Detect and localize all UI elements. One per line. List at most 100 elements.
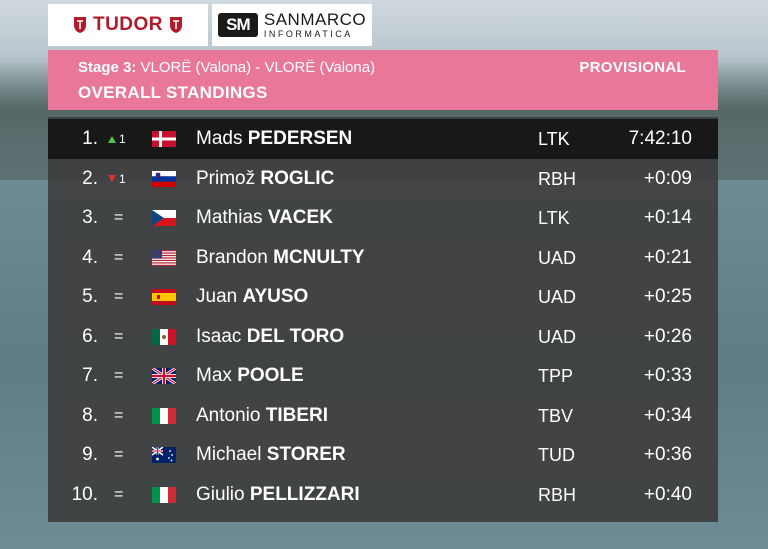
rank: 2. [82,167,98,189]
rider-name: Mathias VACEK [196,198,333,238]
move-count: 1 [119,171,126,186]
uk-flag-icon [152,368,176,384]
rank: 7. [82,365,98,386]
team-code: TPP [538,366,574,386]
table-row: 3. = Mathias VACEK LTK +0:14 [48,198,718,238]
tudor-sponsor: TUDOR [48,4,208,46]
rank: 5. [82,286,98,307]
time-gap: 7:42:10 [628,128,692,149]
position-change: = [108,396,144,436]
rider-first-name: Primož [196,167,256,189]
rank: 9. [82,444,98,465]
rider-name: Michael STORER [196,435,346,475]
rider-name: Antonio TIBERI [196,396,328,436]
spain-flag-icon [152,289,176,305]
table-row: 5. = Juan AYUSO UAD +0:25 [48,277,718,317]
rider-name: Mads PEDERSEN [196,119,352,159]
stage-line: Stage 3: VLORË (Valona) - VLORË (Valona) [78,59,375,76]
time-gap: +0:26 [643,325,692,347]
rider-last-name: PEDERSEN [247,128,353,149]
sanmarco-subtitle: INFORMATICA [263,29,353,39]
rank: 4. [82,246,98,268]
position-change: = [108,238,144,278]
standings-header: Stage 3: VLORË (Valona) - VLORË (Valona)… [48,50,718,110]
tudor-shield-icon [73,16,87,34]
position-change: = [108,475,144,515]
usa-flag-icon [152,249,176,266]
position-unchanged-icon: = [114,367,124,384]
sponsor-bar: TUDOR SM SANMARCO INFORMATICA [48,4,372,46]
team-code: UAD [538,326,577,347]
rank: 1. [82,128,98,149]
table-row: 9. = Michael STORER TUD +0:36 [48,435,718,475]
rider-name: Max POOLE [196,356,304,396]
stage-label: Stage 3: [78,59,137,76]
time-gap: +0:09 [643,167,692,189]
time-gap: +0:25 [643,286,692,307]
table-row: 10. = Giulio PELLIZZARI RBH +0:40 [48,475,718,515]
rider-name: Juan AYUSO [196,277,308,317]
position-change: 1 [108,159,144,199]
table-row: 8. = Antonio TIBERI TBV +0:34 [48,396,718,436]
rider-last-name: DEL TORO [246,325,345,347]
time-gap: +0:36 [643,444,692,465]
rider-last-name: POOLE [237,365,304,386]
team-code: LTK [538,129,570,149]
time-gap: +0:40 [643,483,692,505]
sanmarco-name: SANMARCO [263,10,367,29]
team-code: UAD [538,247,577,268]
position-change: 1 [108,119,144,159]
italy-flag-icon [152,407,176,424]
rider-first-name: Mads [196,128,243,149]
table-row: 7. = Max POOLE TPP +0:33 [48,356,718,396]
standings-table: 1. 1 Mads PEDERSEN LTK 7:42:10 2. 1 Primož ROGL… [48,117,718,522]
position-change: = [108,198,144,238]
rider-first-name: Giulio [196,483,245,505]
table-row: 4. = Brandon MCNULTY UAD +0:21 [48,238,718,278]
team-code: LTK [538,208,570,228]
rider-name: Brandon MCNULTY [196,238,365,278]
rider-last-name: MCNULTY [273,246,365,268]
table-row: 6. = Isaac DEL TORO UAD +0:26 [48,317,718,357]
rider-first-name: Brandon [196,246,268,268]
mexico-flag-icon [152,328,176,345]
table-row: 2. 1 Primož ROGLIC RBH +0:09 [48,159,718,199]
tudor-wordmark: TUDOR [92,14,164,35]
table-row: 1. 1 Mads PEDERSEN LTK 7:42:10 [48,119,718,159]
position-unchanged-icon: = [114,248,124,266]
position-change: = [108,277,144,317]
rider-last-name: VACEK [267,207,333,228]
rider-last-name: STORER [266,444,346,465]
rider-name: Giulio PELLIZZARI [196,475,360,515]
position-change: = [108,356,144,396]
czechia-flag-icon [152,210,176,226]
rider-first-name: Mathias [196,207,263,228]
position-unchanged-icon: = [114,406,124,424]
time-gap: +0:33 [643,365,692,386]
position-unchanged-icon: = [114,288,124,305]
position-unchanged-icon: = [114,446,124,463]
team-code: RBH [538,168,577,189]
team-code: UAD [538,287,577,307]
position-unchanged-icon: = [114,327,124,345]
rank: 3. [82,207,98,228]
rider-first-name: Max [196,365,232,386]
rider-first-name: Isaac [196,325,242,347]
position-up-icon [108,135,116,143]
slovenia-flag-icon [152,170,176,187]
team-code: TBV [538,405,574,426]
position-change: = [108,435,144,475]
tudor-shield-icon [169,16,183,34]
page-title: OVERALL STANDINGS [78,83,268,102]
denmark-flag-icon [152,131,176,147]
position-unchanged-icon: = [114,485,124,503]
australia-flag-icon [152,447,176,463]
position-unchanged-icon: = [114,209,124,226]
rank: 6. [82,325,98,347]
rider-name: Primož ROGLIC [196,159,334,199]
rider-name: Isaac DEL TORO [196,317,344,357]
rider-first-name: Michael [196,444,262,465]
team-code: RBH [538,484,577,505]
stage-route: VLORË (Valona) - VLORË (Valona) [140,59,376,76]
rank: 8. [82,404,98,426]
